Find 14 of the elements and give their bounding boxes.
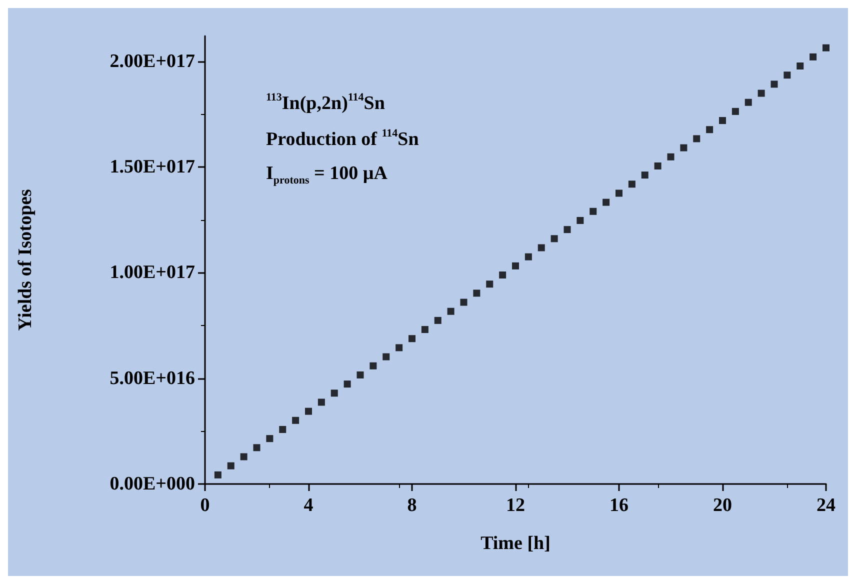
x-tick-label: 0: [200, 495, 210, 516]
y-tick-label: 5.00E+016: [110, 368, 195, 389]
x-tick-label: 24: [816, 495, 836, 516]
y-tick-label: 1.00E+017: [110, 262, 196, 284]
x-tick-label: 20: [713, 495, 732, 516]
y-tick-label: 1.50E+017: [110, 156, 196, 178]
x-tick-label: 4: [304, 495, 314, 516]
y-tick-label: 2.00E+017: [110, 50, 196, 72]
x-tick-label: 16: [610, 495, 628, 516]
x-axis-title: Time [h]: [480, 533, 550, 554]
y-tick-label: 0.00E+000: [110, 474, 195, 494]
x-tick-label: 12: [506, 495, 525, 516]
x-tick-label: 8: [407, 495, 417, 516]
y-axis-title: Yields of Isotopes: [15, 189, 36, 331]
